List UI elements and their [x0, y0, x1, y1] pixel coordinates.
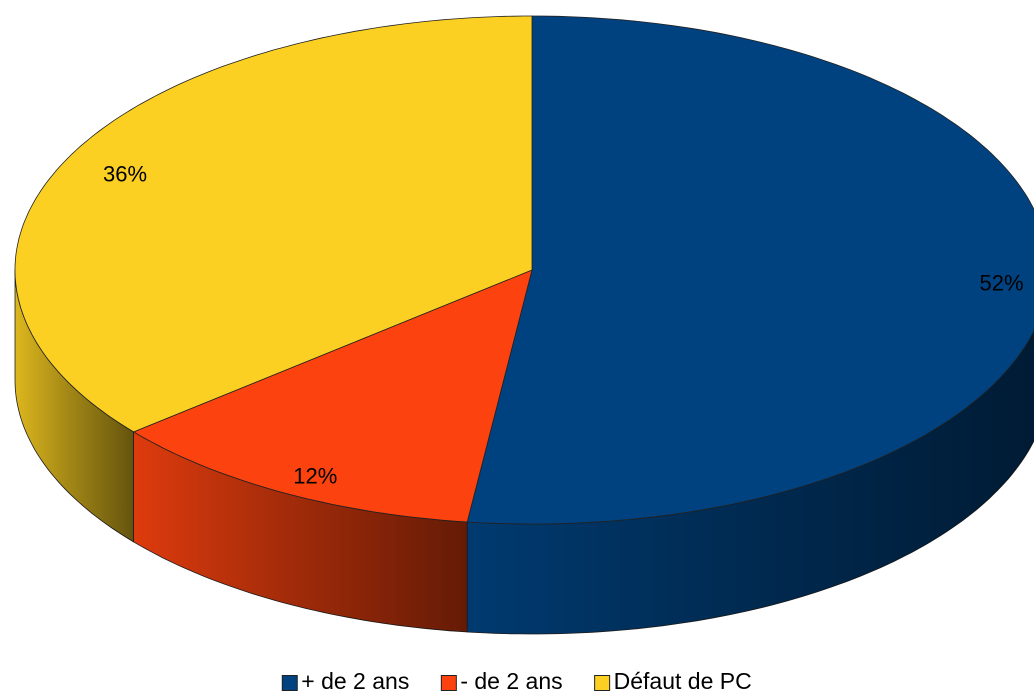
legend-text: Défaut de PC: [614, 668, 752, 694]
slice-side-shade: [15, 270, 134, 542]
legend-swatch: [440, 675, 457, 691]
legend-text: + de 2 ans: [301, 668, 409, 694]
slice-side-shade: [133, 431, 468, 632]
data-label: 12%: [293, 463, 337, 488]
slice: [14, 15, 533, 433]
legend: + de 2 ans - de 2 ans Défaut de PC: [281, 668, 752, 694]
slice-side-shade: [467, 330, 1034, 634]
data-label: 52%: [980, 270, 1024, 295]
data-label: 36%: [103, 162, 147, 187]
legend-swatch: [594, 675, 611, 691]
slice: [132, 269, 533, 523]
slice: [466, 15, 1034, 525]
legend-swatch: [281, 675, 298, 691]
legend-text: - de 2 ans: [460, 668, 562, 694]
